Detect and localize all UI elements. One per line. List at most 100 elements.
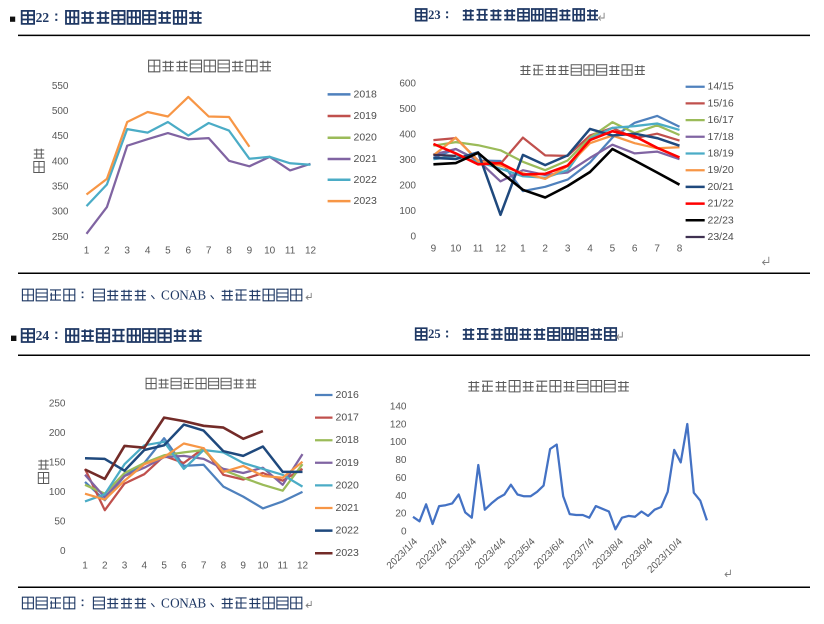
svg-text:2: 2 — [36, 10, 43, 25]
svg-text:3: 3 — [434, 8, 440, 22]
svg-text:2023: 2023 — [336, 547, 360, 559]
svg-text:8: 8 — [677, 244, 683, 255]
svg-text:2020: 2020 — [336, 479, 360, 491]
svg-text:300: 300 — [399, 155, 416, 166]
svg-text:11: 11 — [285, 246, 296, 257]
svg-text:1: 1 — [520, 244, 526, 255]
svg-text:120: 120 — [390, 419, 407, 430]
svg-text:2016: 2016 — [336, 389, 360, 401]
svg-text:2021: 2021 — [336, 502, 360, 514]
svg-text:140: 140 — [390, 402, 407, 413]
svg-text:7: 7 — [206, 246, 212, 257]
svg-text:A: A — [188, 596, 198, 611]
svg-text:4: 4 — [142, 561, 148, 572]
svg-text:40: 40 — [395, 491, 407, 502]
svg-text:2018: 2018 — [354, 88, 378, 100]
svg-text:500: 500 — [399, 104, 416, 115]
svg-text:5: 5 — [434, 327, 440, 341]
svg-text:4: 4 — [587, 244, 593, 255]
svg-text:11: 11 — [278, 561, 289, 572]
svg-text:2022: 2022 — [354, 174, 378, 186]
svg-text:C: C — [161, 288, 170, 303]
svg-text:80: 80 — [395, 455, 407, 466]
svg-text:20: 20 — [395, 509, 407, 520]
svg-text:500: 500 — [52, 106, 69, 117]
svg-text:250: 250 — [52, 232, 69, 243]
svg-text:O: O — [170, 288, 180, 303]
svg-text:2: 2 — [104, 246, 110, 257]
svg-text:8: 8 — [221, 561, 227, 572]
svg-text:10: 10 — [264, 246, 276, 257]
svg-text:2: 2 — [102, 561, 108, 572]
svg-text:0: 0 — [410, 232, 416, 243]
svg-text:A: A — [188, 288, 198, 303]
svg-text:22/23: 22/23 — [708, 214, 734, 226]
svg-text:100: 100 — [399, 206, 416, 217]
svg-text:N: N — [179, 596, 189, 611]
svg-text:450: 450 — [52, 131, 69, 142]
svg-text:300: 300 — [52, 207, 69, 218]
svg-text:3: 3 — [122, 561, 128, 572]
svg-text:2: 2 — [428, 8, 434, 22]
svg-text:100: 100 — [390, 437, 407, 448]
svg-text:12: 12 — [297, 561, 309, 572]
svg-text:12: 12 — [305, 246, 317, 257]
svg-text:200: 200 — [49, 428, 66, 439]
svg-text:7: 7 — [654, 244, 660, 255]
svg-text:14/15: 14/15 — [708, 81, 734, 93]
svg-text:19/20: 19/20 — [708, 164, 734, 176]
svg-text:2019: 2019 — [354, 110, 378, 122]
svg-text:2022: 2022 — [336, 525, 360, 537]
svg-text:1: 1 — [84, 246, 90, 257]
svg-text:2017: 2017 — [336, 412, 360, 424]
svg-text:5: 5 — [165, 246, 171, 257]
svg-text:2: 2 — [36, 328, 43, 343]
svg-text:B: B — [197, 288, 206, 303]
svg-text:600: 600 — [399, 79, 416, 90]
svg-text:9: 9 — [431, 244, 437, 255]
svg-text:2019: 2019 — [336, 457, 360, 469]
svg-text:60: 60 — [395, 473, 407, 484]
svg-text:4: 4 — [145, 246, 151, 257]
svg-text:350: 350 — [52, 182, 69, 193]
svg-text:0: 0 — [60, 546, 66, 557]
svg-text:2023: 2023 — [354, 195, 378, 207]
svg-text:18/19: 18/19 — [708, 148, 734, 160]
svg-text:20/21: 20/21 — [708, 181, 734, 193]
svg-text:21/22: 21/22 — [708, 198, 734, 210]
svg-text:2: 2 — [542, 244, 548, 255]
svg-text:2018: 2018 — [336, 434, 360, 446]
svg-text:3: 3 — [124, 246, 130, 257]
svg-text:100: 100 — [49, 487, 66, 498]
svg-text:10: 10 — [257, 561, 269, 572]
svg-text:2020: 2020 — [354, 132, 378, 144]
svg-text:200: 200 — [399, 181, 416, 192]
svg-text:9: 9 — [247, 246, 253, 257]
svg-text:400: 400 — [52, 156, 69, 167]
svg-text:50: 50 — [54, 517, 66, 528]
svg-text:N: N — [179, 288, 189, 303]
svg-text:9: 9 — [240, 561, 246, 572]
svg-text:5: 5 — [610, 244, 616, 255]
svg-text:17/18: 17/18 — [708, 131, 734, 143]
svg-text:0: 0 — [401, 527, 407, 538]
svg-text:6: 6 — [632, 244, 638, 255]
svg-text:15/16: 15/16 — [708, 97, 734, 109]
svg-text:7: 7 — [201, 561, 207, 572]
svg-text:8: 8 — [226, 246, 232, 257]
svg-text:2021: 2021 — [354, 153, 378, 165]
svg-text:16/17: 16/17 — [708, 114, 734, 126]
svg-text:2: 2 — [42, 10, 49, 25]
svg-text:150: 150 — [49, 458, 66, 469]
svg-text:12: 12 — [495, 244, 507, 255]
svg-text:11: 11 — [473, 244, 484, 255]
svg-text:O: O — [170, 596, 180, 611]
svg-text:23/24: 23/24 — [708, 231, 734, 243]
svg-text:C: C — [161, 596, 170, 611]
svg-text:250: 250 — [49, 399, 66, 410]
svg-text:6: 6 — [186, 246, 192, 257]
svg-text:B: B — [197, 596, 206, 611]
svg-text:550: 550 — [52, 81, 69, 92]
svg-text:5: 5 — [161, 561, 167, 572]
svg-text:3: 3 — [565, 244, 571, 255]
